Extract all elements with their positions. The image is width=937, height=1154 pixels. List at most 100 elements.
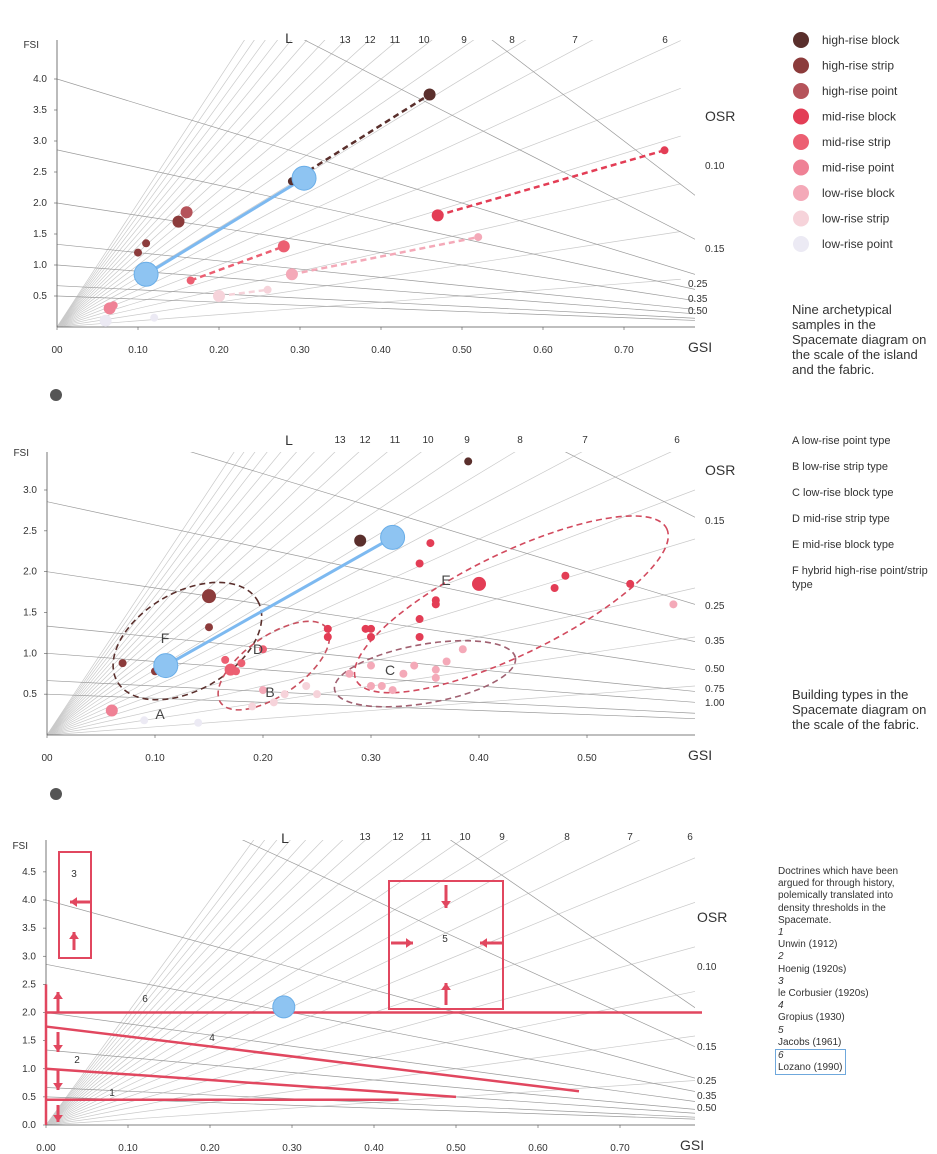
l-tick-label: 7 xyxy=(572,35,578,46)
osr-tick-label: 0.50 xyxy=(688,306,708,317)
x-tick-label: 00 xyxy=(51,345,63,356)
osr-tick-label: 0.50 xyxy=(697,1103,717,1114)
doctrine-name-3: le Corbusier (1920s) xyxy=(778,988,869,1000)
doctrine-number: 2 xyxy=(74,1055,80,1066)
layer-ray xyxy=(46,840,266,1125)
data-point xyxy=(431,673,440,682)
grid-lines-a xyxy=(57,40,695,327)
legend-label: mid-rise strip xyxy=(822,135,891,149)
data-point xyxy=(354,534,367,547)
l-axis-label: L xyxy=(281,830,289,846)
doctrines-caption: Doctrines which have been argued for thr… xyxy=(775,866,908,1076)
y-tick-label: 1.0 xyxy=(23,648,37,659)
layer-ray xyxy=(47,685,695,735)
osr-line xyxy=(241,840,695,1048)
layer-ray xyxy=(57,87,681,327)
l-tick-label: 6 xyxy=(662,35,668,46)
layer-ray xyxy=(47,452,297,735)
layer-ray xyxy=(47,452,245,735)
osr-tick-label: 0.25 xyxy=(697,1076,717,1087)
doctrine-num-3: 3 xyxy=(778,975,784,987)
osr-axis-label: OSR xyxy=(705,462,735,478)
layer-ray xyxy=(47,452,315,735)
l-tick-label: 12 xyxy=(392,832,404,843)
layer-ray xyxy=(57,40,594,327)
data-point xyxy=(221,655,230,664)
doctrine-2-line xyxy=(45,1067,457,1099)
data-point xyxy=(399,669,408,678)
layer-ray xyxy=(46,840,344,1125)
x-tick-label: 0.20 xyxy=(253,753,273,764)
y-tick-label: 3.5 xyxy=(33,105,47,116)
x-tick-label: 0.60 xyxy=(528,1143,548,1154)
osr-tick-label: 0.35 xyxy=(697,1091,717,1102)
osr-tick-label: 0.15 xyxy=(705,516,725,527)
data-point xyxy=(367,624,375,633)
layer-ray xyxy=(57,40,266,327)
data-point xyxy=(118,659,127,668)
group-ellipse xyxy=(112,581,263,701)
data-point xyxy=(277,240,290,253)
osr-line xyxy=(190,452,695,605)
osr-axis-label: OSR xyxy=(705,108,735,124)
data-point xyxy=(345,669,354,678)
legend-label: low-rise strip xyxy=(822,212,890,226)
x-tick-label: 0.70 xyxy=(610,1143,630,1154)
data-point xyxy=(302,682,311,690)
osr-line xyxy=(57,78,695,275)
data-point xyxy=(626,579,635,588)
osr-line xyxy=(57,149,695,290)
osr-line xyxy=(46,899,695,1079)
layer-ray xyxy=(46,840,324,1125)
osr-line xyxy=(47,501,695,643)
l-tick-label: 11 xyxy=(390,35,401,46)
group-letter: C xyxy=(385,662,395,678)
layer-ray xyxy=(46,840,291,1125)
osr-line xyxy=(57,285,695,319)
highlight-point xyxy=(291,165,317,191)
layer-ray xyxy=(46,840,278,1125)
osr-line xyxy=(47,0,760,457)
x-tick-label: 0.30 xyxy=(290,345,310,356)
osr-tick-label: 0.10 xyxy=(705,161,725,172)
osr-line xyxy=(46,963,695,1092)
y-tick-label: 1.0 xyxy=(22,1064,36,1075)
x-tick-label: 0.00 xyxy=(36,1143,56,1154)
x-tick-label: 0.20 xyxy=(200,1143,220,1154)
data-point xyxy=(474,233,483,242)
osr-tick-label: 0.15 xyxy=(705,244,725,255)
building-type-c: C low-rise block type xyxy=(792,487,894,499)
data-point xyxy=(367,633,375,641)
highlight-connector xyxy=(145,176,305,276)
data-point xyxy=(259,686,267,695)
data-point xyxy=(442,657,451,666)
osr-line xyxy=(47,571,695,671)
highlight-connector xyxy=(165,536,394,667)
data-point xyxy=(660,146,669,155)
highlight-point xyxy=(133,261,159,287)
data-point xyxy=(464,457,473,466)
doctrine-number: 4 xyxy=(209,1033,215,1044)
data-point xyxy=(388,686,397,695)
data-point xyxy=(202,589,216,604)
data-point xyxy=(237,659,246,668)
legend-swatch xyxy=(793,185,809,201)
osr-tick-label: 0.25 xyxy=(705,601,725,612)
y-tick-label: 4.0 xyxy=(33,74,47,85)
highlight-point xyxy=(380,524,406,550)
y-tick-label: 1.0 xyxy=(33,260,47,271)
layer-ray xyxy=(47,452,360,735)
data-point xyxy=(285,268,298,281)
building-type-e: E mid-rise block type xyxy=(792,539,895,551)
layer-ray xyxy=(46,840,641,1125)
l-tick-label: 10 xyxy=(459,832,471,843)
osr-line xyxy=(46,1049,695,1110)
doctrine-num-6: 6 xyxy=(778,1050,784,1062)
chart-marker-icon xyxy=(50,389,62,401)
osr-line xyxy=(491,40,695,196)
legend-label: mid-rise point xyxy=(822,161,895,175)
data-point xyxy=(232,667,240,676)
l-tick-label: 10 xyxy=(422,435,434,446)
doctrine-name-2: Hoenig (1920s) xyxy=(778,963,847,975)
